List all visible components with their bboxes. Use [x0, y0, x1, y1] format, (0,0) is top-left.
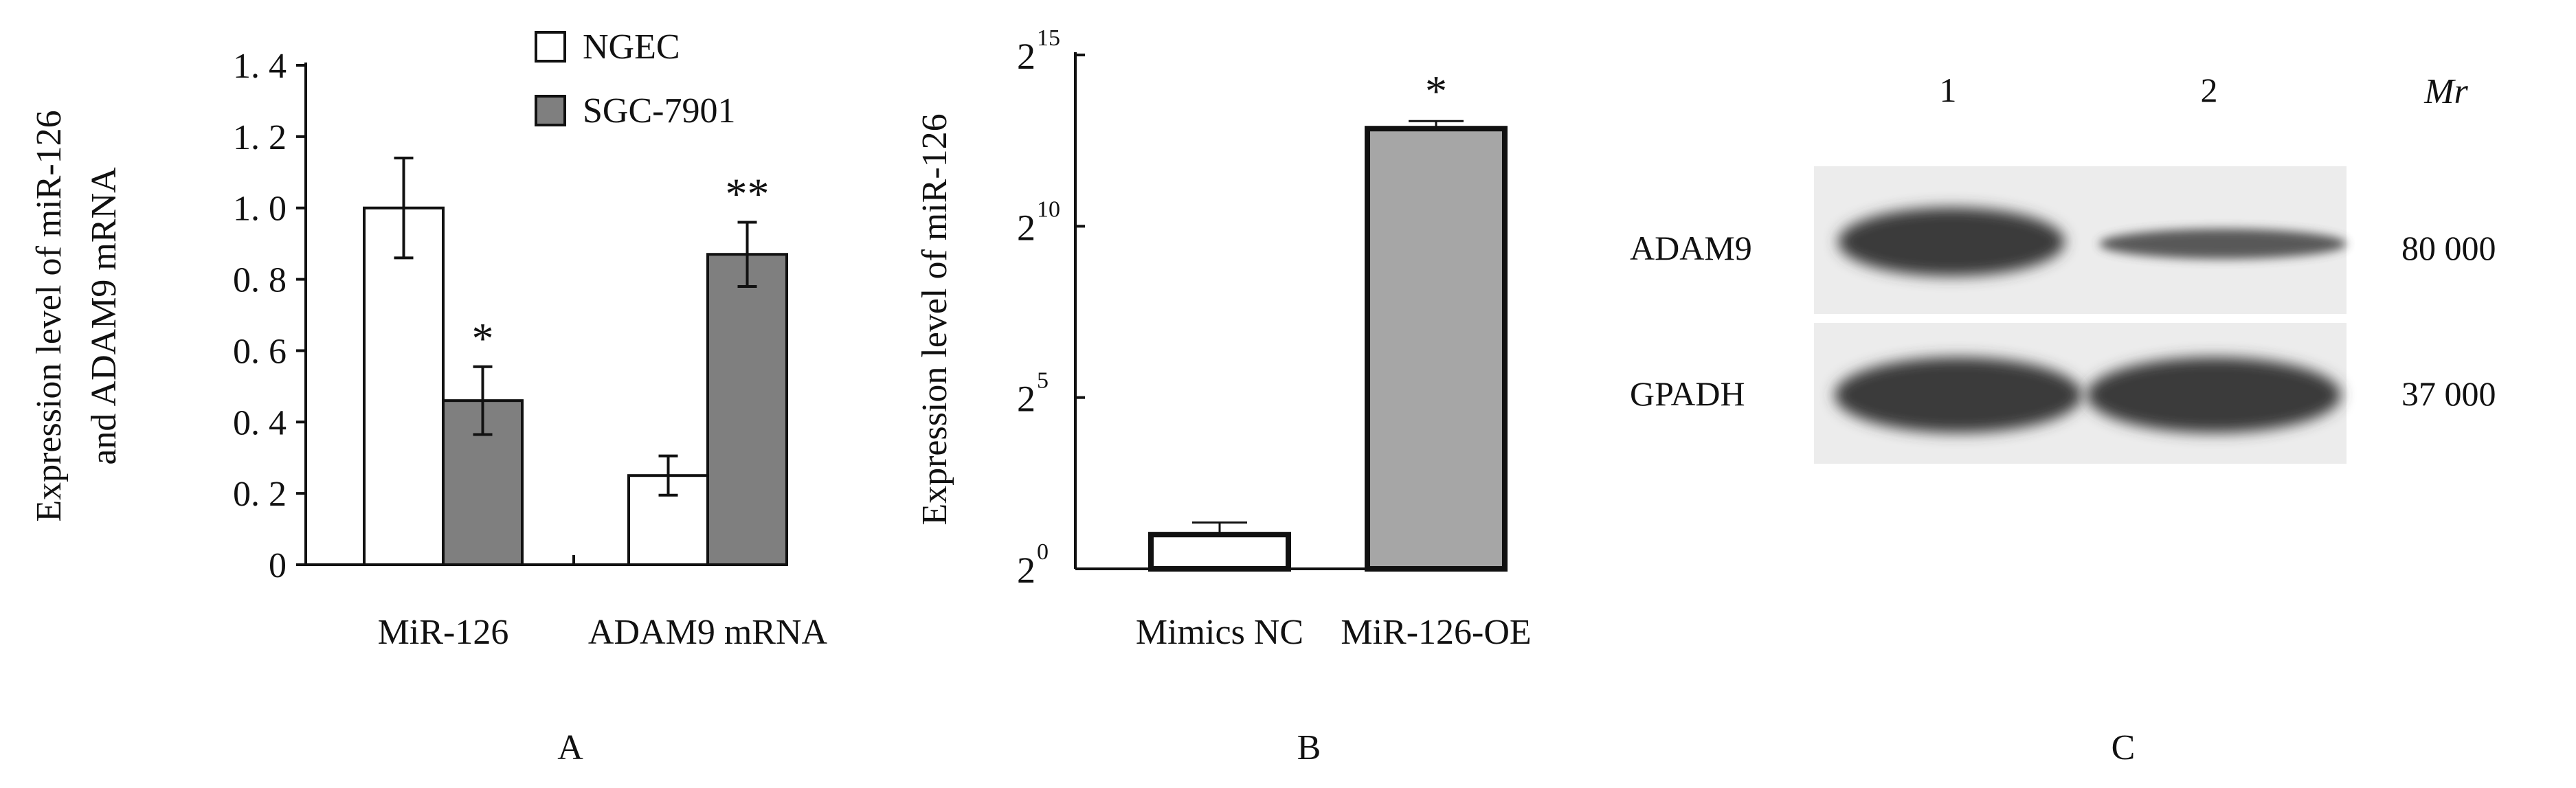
protein-label-adam9: ADAM9 — [1630, 229, 1752, 267]
bar-mir-126-oe — [1365, 126, 1508, 572]
panel-b-y-ticks: 2 02 52 102 15 — [1017, 25, 1085, 591]
panel-a-chart: Expression level of miR-126 and ADAM9 mR… — [30, 27, 828, 767]
panel-a-ylabel-line2: and ADAM9 mRNA — [85, 167, 124, 465]
panel-c-blot: 1 2 Mr ADAM9 80 000 GPADH 37 000 C — [1630, 71, 2496, 767]
panel-a-label: A — [557, 728, 583, 767]
panel-b-axes — [1074, 52, 1505, 570]
panel-b-y-tick-base: 2 — [1017, 379, 1035, 420]
panel-a-y-tick-label: 1. 4 — [233, 47, 287, 86]
mr-value-adam9: 80 000 — [2401, 229, 2496, 267]
panel-a-y-tick-label: 0. 6 — [233, 332, 287, 371]
bar-ngec-0 — [363, 206, 445, 566]
mr-label: Mr — [2423, 72, 2468, 111]
panel-b-bars: * — [1148, 67, 1508, 572]
lane-1-label: 1 — [1940, 71, 1957, 109]
panel-a-y-tick-label: 0. 2 — [233, 475, 287, 514]
legend-label: NGEC — [583, 27, 680, 67]
panel-a-x-labels: MiR-126 ADAM9 mRNA — [378, 613, 828, 652]
panel-a-category-label: MiR-126 — [378, 613, 509, 652]
panel-b-y-tick-exponent: 10 — [1037, 196, 1060, 222]
panel-a-bars: *** — [363, 157, 788, 567]
bar-mimics-nc — [1148, 532, 1291, 572]
panel-b-y-tick-exponent: 0 — [1037, 539, 1049, 565]
panel-a-legend: NGEC SGC-7901 — [535, 27, 735, 131]
panel-a-y-tick-label: 1. 2 — [233, 118, 287, 157]
legend-swatch — [535, 95, 566, 126]
panel-b-chart: Expression level of miR-126 2 02 52 102 15 *… — [915, 25, 1532, 767]
panel-b-category-label: MiR-126-OE — [1341, 613, 1531, 652]
panel-b-y-tick-base: 2 — [1017, 36, 1035, 77]
panel-b-x-labels: Mimics NC MiR-126-OE — [1136, 613, 1532, 652]
panel-b-y-tick-exponent: 15 — [1037, 25, 1060, 51]
significance-marker: ** — [726, 169, 770, 218]
panel-a-axes — [304, 63, 783, 566]
significance-marker: * — [472, 314, 494, 363]
panel-a-y-tick-label: 0. 4 — [233, 403, 287, 442]
panel-b-label: B — [1297, 728, 1321, 767]
panel-a-y-tick-label: 0 — [269, 546, 287, 585]
panel-b-y-tick-base: 2 — [1017, 550, 1035, 591]
panel-a-category-label: ADAM9 mRNA — [588, 613, 828, 652]
band-gpadh-lane1 — [1835, 357, 2082, 433]
panel-a-y-tick-label: 0. 8 — [233, 261, 287, 300]
band-gpadh-lane2 — [2087, 357, 2341, 433]
band-adam9-lane2 — [2099, 229, 2347, 259]
lane-2-label: 2 — [2201, 71, 2218, 109]
panel-c-label: C — [2112, 728, 2136, 767]
bar-sgc-7901-1 — [706, 253, 788, 566]
protein-label-gpadh: GPADH — [1630, 374, 1745, 413]
significance-marker: * — [1425, 67, 1447, 115]
legend-label: SGC-7901 — [583, 91, 735, 131]
band-adam9-lane1 — [1838, 207, 2065, 276]
panel-b-category-label: Mimics NC — [1136, 613, 1303, 652]
panel-a-ylabel-line1: Expression level of miR-126 — [30, 110, 69, 521]
panel-a-y-ticks: 0 0. 2 0. 4 0. 6 0. 8 1. 0 1. 2 1. 4 — [233, 47, 306, 585]
legend-swatch — [535, 31, 566, 63]
panel-b-ylabel: Expression level of miR-126 — [915, 113, 954, 525]
panel-a-y-tick-label: 1. 0 — [233, 190, 287, 229]
panel-b-y-tick-exponent: 5 — [1037, 368, 1049, 394]
mr-value-gpadh: 37 000 — [2401, 374, 2496, 413]
panel-b-y-tick-base: 2 — [1017, 207, 1035, 248]
